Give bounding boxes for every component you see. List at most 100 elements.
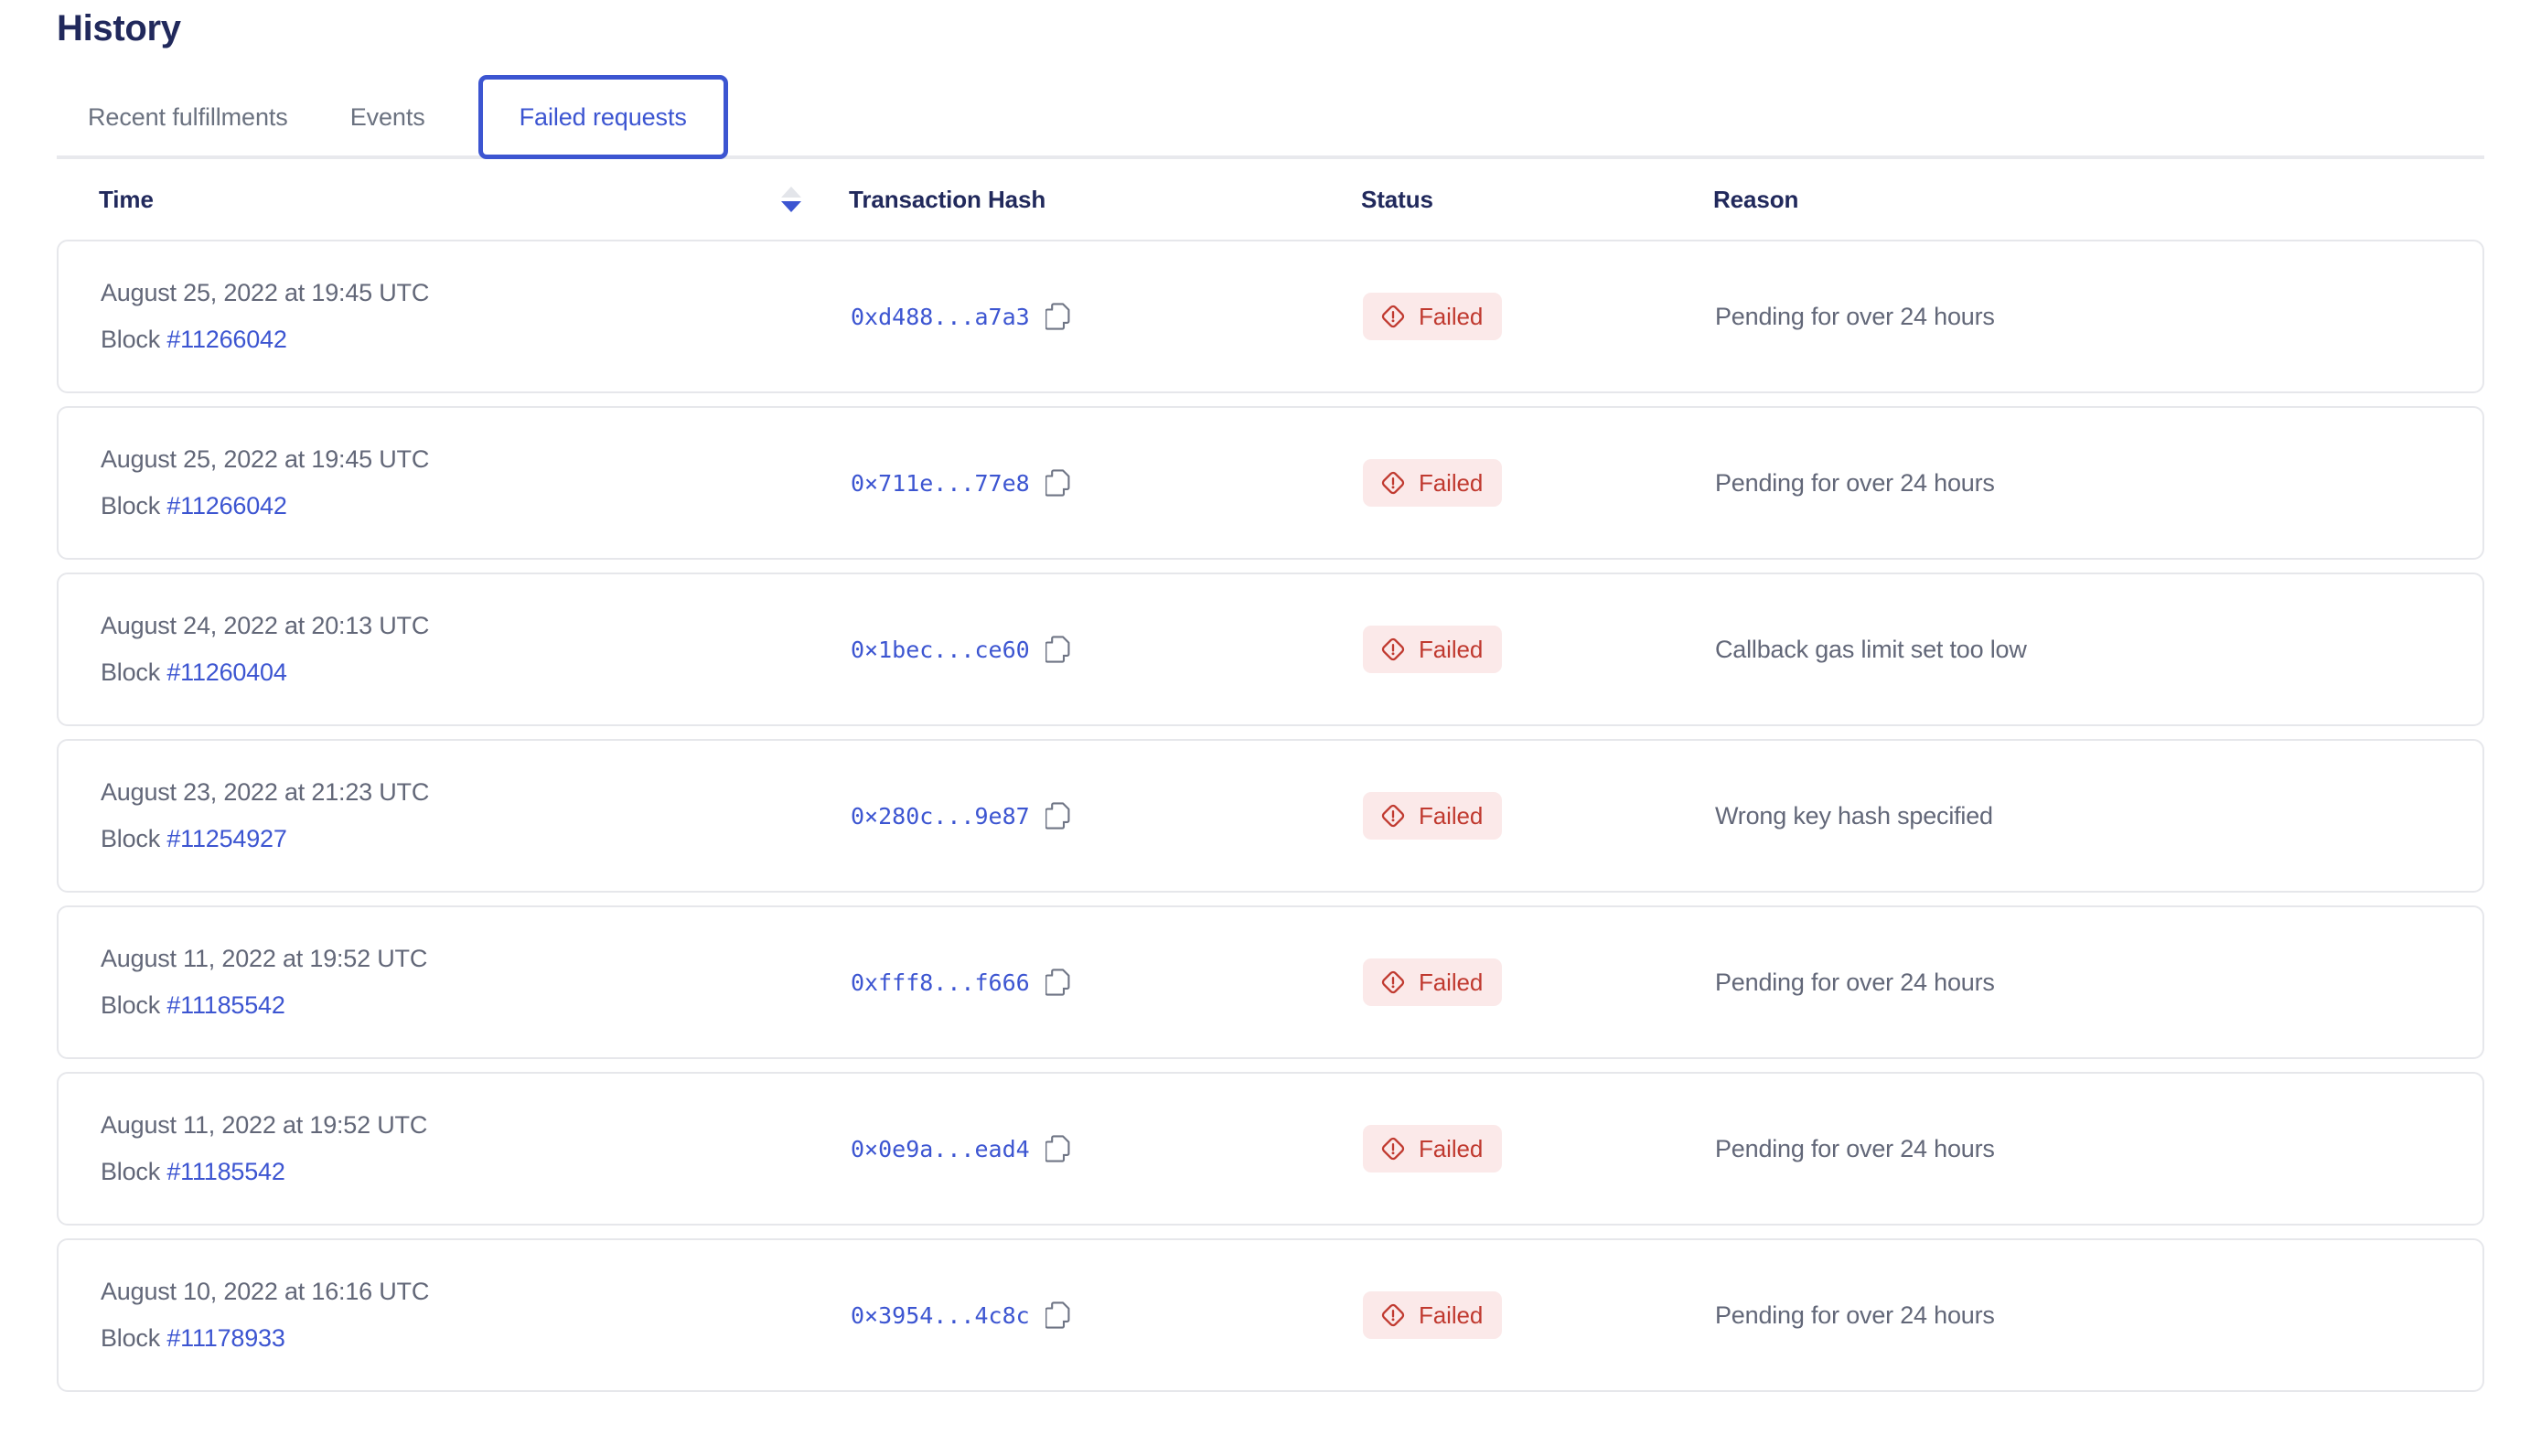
block-number-link[interactable]: #11185542 bbox=[166, 1157, 285, 1185]
sort-arrow-down-icon bbox=[781, 201, 801, 212]
copy-icon[interactable] bbox=[1045, 1301, 1070, 1329]
status-badge-label: Failed bbox=[1419, 636, 1484, 663]
cell-status: Failed bbox=[1363, 792, 1715, 840]
transaction-hash-link[interactable]: 0×711e...77e8 bbox=[851, 469, 1030, 497]
copy-icon[interactable] bbox=[1045, 636, 1070, 663]
cell-transaction-hash: 0×1bec...ce60 bbox=[851, 636, 1363, 663]
tab-events[interactable]: Events bbox=[319, 75, 456, 159]
block-label: Block bbox=[101, 491, 167, 519]
cell-status: Failed bbox=[1363, 626, 1715, 673]
table-body: August 25, 2022 at 19:45 UTC Block #1126… bbox=[57, 240, 2484, 1392]
tab-failed-requests[interactable]: Failed requests bbox=[477, 75, 728, 159]
table-row[interactable]: August 11, 2022 at 19:52 UTC Block #1118… bbox=[57, 1072, 2484, 1226]
cell-status: Failed bbox=[1363, 1291, 1715, 1339]
copy-icon[interactable] bbox=[1045, 969, 1070, 996]
table-header-row: Time Transaction Hash Status Reason bbox=[57, 159, 2484, 240]
reason-text: Wrong key hash specified bbox=[1715, 801, 1993, 830]
block-number-link[interactable]: #11178933 bbox=[166, 1323, 285, 1352]
block-number-link[interactable]: #11185542 bbox=[166, 990, 285, 1019]
cell-reason: Pending for over 24 hours bbox=[1715, 469, 2440, 498]
hash-wrap: 0xfff8...f666 bbox=[851, 969, 1070, 996]
cell-reason: Pending for over 24 hours bbox=[1715, 303, 2440, 331]
alert-diamond-icon bbox=[1379, 1135, 1407, 1162]
cell-reason: Pending for over 24 hours bbox=[1715, 1135, 2440, 1163]
page-title: History bbox=[57, 8, 181, 48]
block-number-link[interactable]: #11266042 bbox=[166, 491, 287, 519]
table-row[interactable]: August 23, 2022 at 21:23 UTC Block #1125… bbox=[57, 739, 2484, 893]
reason-text: Pending for over 24 hours bbox=[1715, 1134, 1995, 1162]
cell-time: August 10, 2022 at 16:16 UTC Block #1117… bbox=[101, 1277, 851, 1353]
copy-icon[interactable] bbox=[1045, 1135, 1070, 1162]
cell-transaction-hash: 0xfff8...f666 bbox=[851, 969, 1363, 996]
table-row[interactable]: August 25, 2022 at 19:45 UTC Block #1126… bbox=[57, 406, 2484, 560]
column-header-time[interactable]: Time bbox=[99, 186, 849, 214]
row-timestamp: August 11, 2022 at 19:52 UTC bbox=[101, 944, 428, 972]
reason-text: Pending for over 24 hours bbox=[1715, 302, 1995, 330]
status-badge: Failed bbox=[1363, 792, 1503, 840]
block-number-link[interactable]: #11266042 bbox=[166, 325, 287, 353]
transaction-hash-link[interactable]: 0×1bec...ce60 bbox=[851, 636, 1030, 663]
row-block: Block #11266042 bbox=[101, 325, 851, 354]
cell-transaction-hash: 0×280c...9e87 bbox=[851, 802, 1363, 830]
cell-time: August 23, 2022 at 21:23 UTC Block #1125… bbox=[101, 777, 851, 853]
hash-wrap: 0×280c...9e87 bbox=[851, 802, 1070, 830]
status-badge: Failed bbox=[1363, 1125, 1503, 1172]
transaction-hash-link[interactable]: 0xfff8...f666 bbox=[851, 969, 1030, 996]
row-timestamp: August 11, 2022 at 19:52 UTC bbox=[101, 1110, 428, 1139]
reason-text: Pending for over 24 hours bbox=[1715, 468, 1995, 497]
block-label: Block bbox=[101, 1157, 167, 1185]
cell-time: August 24, 2022 at 20:13 UTC Block #1126… bbox=[101, 612, 851, 686]
failed-requests-table: Time Transaction Hash Status Reason Augu… bbox=[57, 159, 2484, 1392]
cell-reason: Callback gas limit set too low bbox=[1715, 636, 2440, 664]
row-block: Block #11254927 bbox=[101, 824, 851, 853]
cell-time: August 11, 2022 at 19:52 UTC Block #1118… bbox=[101, 1110, 851, 1185]
table-row[interactable]: August 10, 2022 at 16:16 UTC Block #1117… bbox=[57, 1238, 2484, 1392]
status-badge-label: Failed bbox=[1419, 802, 1484, 830]
copy-icon[interactable] bbox=[1045, 303, 1070, 330]
block-number-link[interactable]: #11260404 bbox=[166, 658, 287, 686]
row-timestamp: August 23, 2022 at 21:23 UTC bbox=[101, 777, 430, 806]
copy-icon[interactable] bbox=[1045, 469, 1070, 497]
cell-transaction-hash: 0xd488...a7a3 bbox=[851, 303, 1363, 330]
table-row[interactable]: August 24, 2022 at 20:13 UTC Block #1126… bbox=[57, 573, 2484, 726]
status-badge-label: Failed bbox=[1419, 969, 1484, 996]
cell-transaction-hash: 0×3954...4c8c bbox=[851, 1301, 1363, 1329]
alert-diamond-icon bbox=[1379, 469, 1407, 497]
block-number-link[interactable]: #11254927 bbox=[166, 824, 287, 852]
cell-status: Failed bbox=[1363, 1125, 1715, 1172]
row-block: Block #11266042 bbox=[101, 491, 851, 520]
cell-time: August 25, 2022 at 19:45 UTC Block #1126… bbox=[101, 445, 851, 520]
status-badge-label: Failed bbox=[1419, 1301, 1484, 1329]
block-label: Block bbox=[101, 658, 167, 686]
reason-text: Pending for over 24 hours bbox=[1715, 968, 1995, 996]
transaction-hash-link[interactable]: 0×3954...4c8c bbox=[851, 1301, 1030, 1329]
table-row[interactable]: August 25, 2022 at 19:45 UTC Block #1126… bbox=[57, 240, 2484, 393]
row-timestamp: August 10, 2022 at 16:16 UTC bbox=[101, 1277, 430, 1305]
tab-list: Recent fulfillments Events Failed reques… bbox=[57, 75, 2484, 159]
tab-recent-fulfillments[interactable]: Recent fulfillments bbox=[57, 75, 319, 159]
cell-transaction-hash: 0×0e9a...ead4 bbox=[851, 1135, 1363, 1162]
status-badge-label: Failed bbox=[1419, 303, 1484, 330]
alert-diamond-icon bbox=[1379, 969, 1407, 996]
hash-wrap: 0×3954...4c8c bbox=[851, 1301, 1070, 1329]
sort-toggle-icon[interactable] bbox=[781, 187, 801, 212]
status-badge: Failed bbox=[1363, 626, 1503, 673]
transaction-hash-link[interactable]: 0×280c...9e87 bbox=[851, 802, 1030, 830]
status-badge: Failed bbox=[1363, 459, 1503, 507]
status-badge-label: Failed bbox=[1419, 1135, 1484, 1162]
tab-bar: Recent fulfillments Events Failed reques… bbox=[57, 75, 2484, 159]
transaction-hash-link[interactable]: 0xd488...a7a3 bbox=[851, 303, 1030, 330]
alert-diamond-icon bbox=[1379, 802, 1407, 830]
transaction-hash-link[interactable]: 0×0e9a...ead4 bbox=[851, 1135, 1030, 1162]
tab-underline-divider bbox=[57, 155, 2484, 159]
block-label: Block bbox=[101, 325, 167, 353]
row-block: Block #11178933 bbox=[101, 1323, 851, 1353]
table-row[interactable]: August 11, 2022 at 19:52 UTC Block #1118… bbox=[57, 905, 2484, 1059]
cell-reason: Pending for over 24 hours bbox=[1715, 969, 2440, 997]
copy-icon[interactable] bbox=[1045, 802, 1070, 830]
cell-reason: Wrong key hash specified bbox=[1715, 802, 2440, 830]
reason-text: Callback gas limit set too low bbox=[1715, 635, 2027, 663]
hash-wrap: 0×0e9a...ead4 bbox=[851, 1135, 1070, 1162]
alert-diamond-icon bbox=[1379, 303, 1407, 330]
